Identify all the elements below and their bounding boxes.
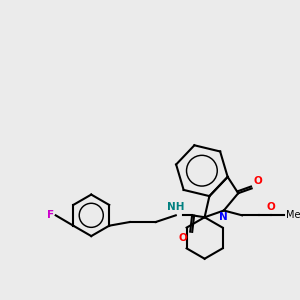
Text: NH: NH xyxy=(167,202,184,212)
Text: N: N xyxy=(219,212,228,222)
Text: O: O xyxy=(254,176,263,185)
Text: F: F xyxy=(47,210,54,220)
Text: Me: Me xyxy=(286,210,300,220)
Text: O: O xyxy=(178,233,187,243)
Text: O: O xyxy=(266,202,275,212)
